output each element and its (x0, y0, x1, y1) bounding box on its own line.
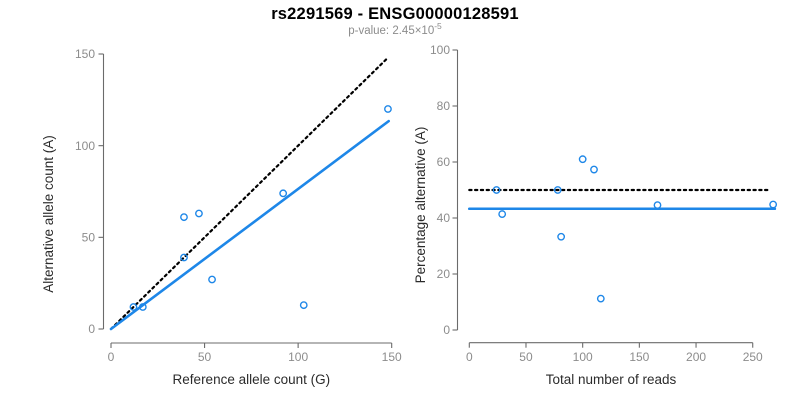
data-point (578, 155, 587, 164)
data-point (498, 210, 507, 218)
pvalue-exponent: -5 (434, 21, 442, 32)
data-point (653, 201, 662, 210)
figure-title: rs2291569 - ENSG00000128591 (271, 5, 519, 23)
y-tick-label: 60 (437, 155, 451, 169)
y-tick-label: 100 (75, 139, 95, 153)
data-point (195, 209, 203, 218)
y-tick-label: 100 (430, 43, 450, 57)
data-point (279, 189, 288, 198)
y-tick-label: 0 (443, 323, 450, 337)
x-tick-label: 50 (519, 350, 533, 364)
y-tick-label: 0 (88, 322, 95, 336)
x-tick-label: 200 (686, 350, 706, 364)
data-point (553, 186, 562, 194)
y-tick-label: 20 (437, 267, 451, 281)
data-point (596, 294, 605, 303)
data-point (129, 303, 138, 311)
y-tick-label: 150 (75, 47, 95, 61)
x-tick-label: 250 (743, 350, 763, 364)
x-tick-label: 50 (198, 350, 212, 364)
y-tick-label: 40 (437, 211, 451, 225)
y-tick-label: 80 (437, 99, 451, 113)
x-tick-label: 150 (382, 350, 402, 364)
data-point (208, 275, 216, 284)
x-tick-label: 150 (629, 350, 649, 364)
x-tick-label: 0 (466, 350, 473, 364)
data-point (590, 165, 598, 174)
data-point (384, 105, 392, 113)
identity-line (109, 58, 388, 331)
fit-line (109, 119, 391, 331)
x-tick-label: 100 (288, 350, 308, 364)
data-point (138, 303, 147, 311)
data-point (180, 253, 188, 262)
right-scatter-percentage: 0 20 40 60 80 100 0 50 100 150 200 250 Total number … (413, 43, 778, 387)
x-axis-title: Total number of reads (546, 372, 677, 387)
y-tick-label: 50 (82, 231, 96, 245)
data-point (299, 301, 308, 310)
pvalue-text: p-value: 2.45×10 (348, 25, 435, 37)
x-tick-label: 0 (108, 350, 115, 364)
data-point (557, 232, 566, 241)
data-point (769, 200, 778, 209)
data-point (180, 213, 188, 222)
y-axis-title: Alternative allele count (A) (41, 135, 56, 293)
figure-subtitle: p-value: 2.45×10-5 (0, 22, 790, 37)
left-scatter-allele-counts: 0 50 100 150 0 50 100 150 Reference allele count… (41, 47, 402, 387)
data-point (492, 186, 501, 194)
x-axis-title: Reference allele count (G) (173, 372, 331, 387)
x-tick-label: 100 (573, 350, 593, 364)
y-axis-title: Percentage alternative (A) (413, 127, 428, 284)
